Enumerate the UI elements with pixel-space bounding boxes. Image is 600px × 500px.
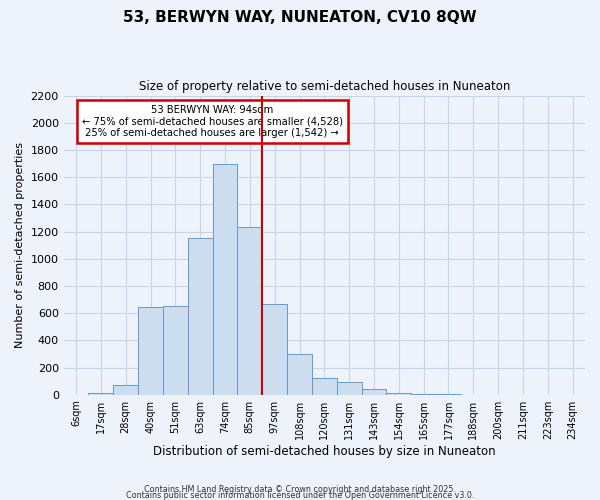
Bar: [188, 238, 212, 394]
Y-axis label: Number of semi-detached properties: Number of semi-detached properties: [15, 142, 25, 348]
Text: 53 BERWYN WAY: 94sqm
← 75% of semi-detached houses are smaller (4,528)
25% of se: 53 BERWYN WAY: 94sqm ← 75% of semi-detac…: [82, 104, 343, 138]
Bar: [262, 304, 287, 394]
Bar: [238, 228, 262, 394]
Title: Size of property relative to semi-detached houses in Nuneaton: Size of property relative to semi-detach…: [139, 80, 510, 93]
Bar: [362, 390, 386, 394]
Bar: [163, 306, 188, 394]
X-axis label: Distribution of semi-detached houses by size in Nuneaton: Distribution of semi-detached houses by …: [153, 444, 496, 458]
Text: 53, BERWYN WAY, NUNEATON, CV10 8QW: 53, BERWYN WAY, NUNEATON, CV10 8QW: [123, 10, 477, 25]
Bar: [138, 307, 163, 394]
Bar: [113, 384, 138, 394]
Bar: [312, 378, 337, 394]
Text: Contains public sector information licensed under the Open Government Licence v3: Contains public sector information licen…: [126, 491, 474, 500]
Bar: [337, 382, 362, 394]
Bar: [212, 164, 238, 394]
Bar: [88, 392, 113, 394]
Bar: [287, 354, 312, 395]
Text: Contains HM Land Registry data © Crown copyright and database right 2025.: Contains HM Land Registry data © Crown c…: [144, 485, 456, 494]
